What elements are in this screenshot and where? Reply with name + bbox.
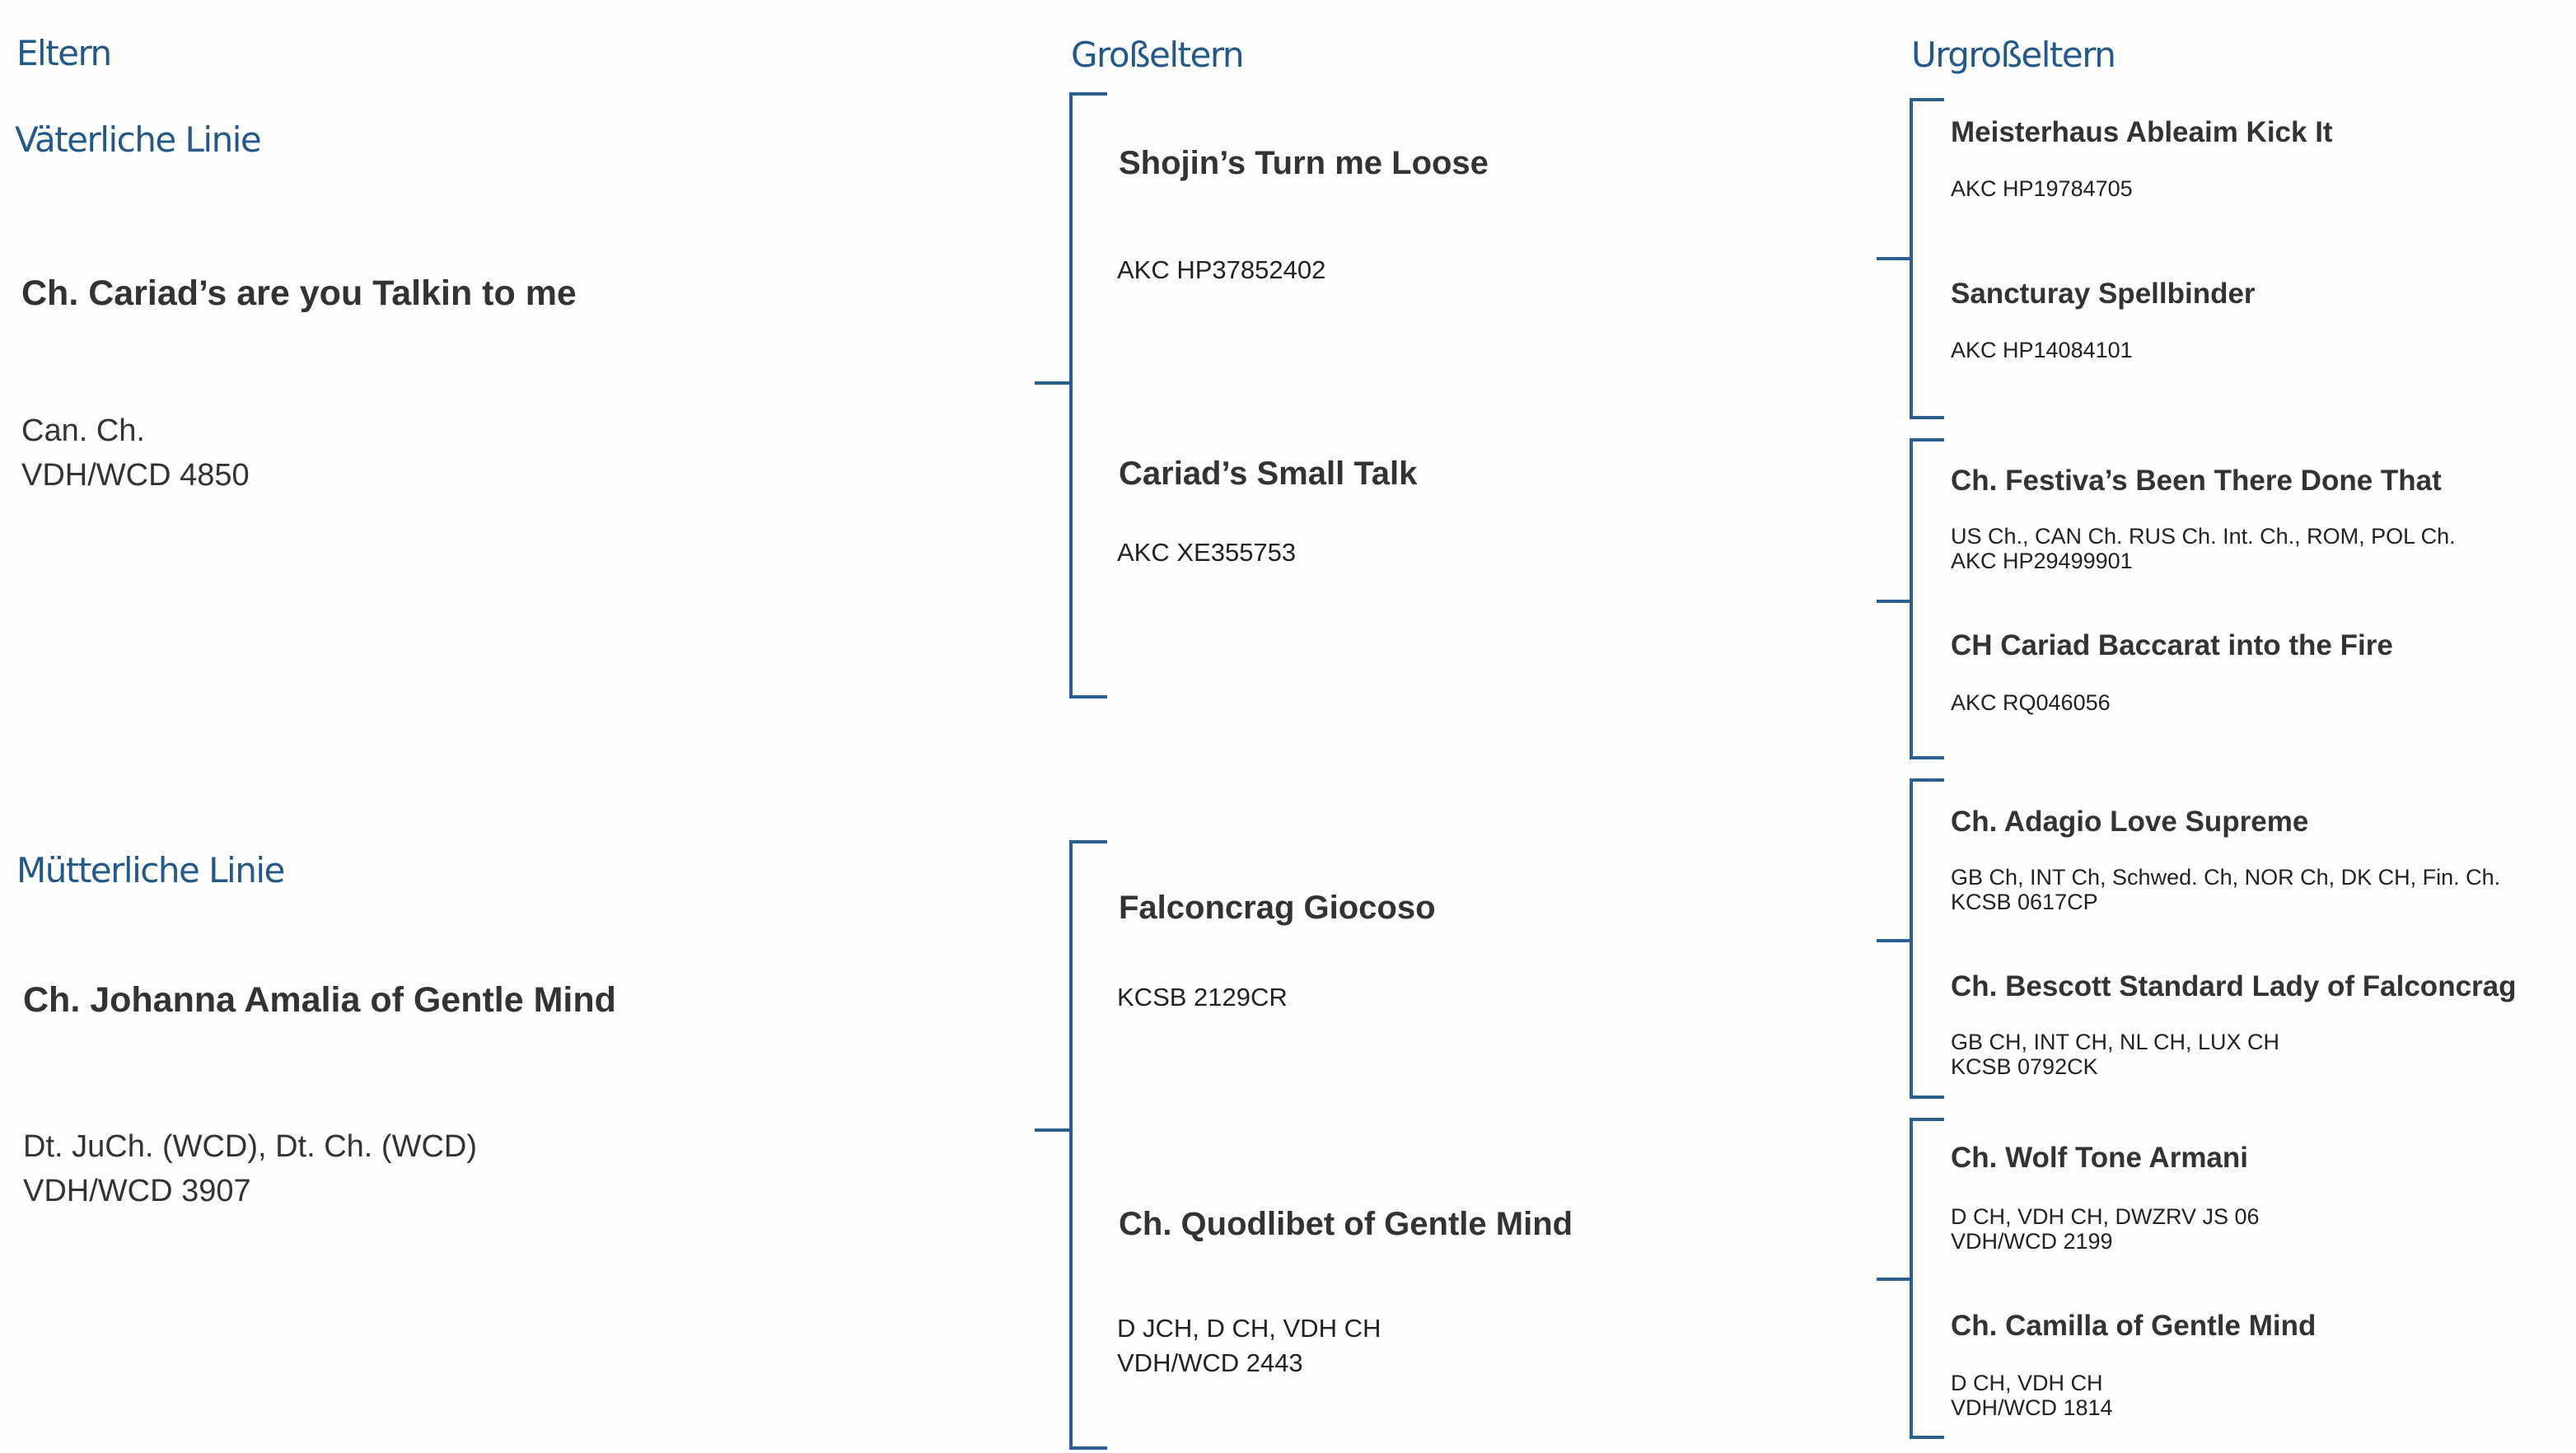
paternal-line-label: Väterliche Linie xyxy=(15,119,262,160)
bracket-connector xyxy=(1035,381,1071,385)
bracket-great-grandparents xyxy=(1910,778,1913,1099)
great-grandparent-details: D CH, VDH CH VDH/WCD 1814 xyxy=(1951,1371,2113,1420)
great-grandparent-name: Ch. Adagio Love Supreme xyxy=(1951,806,2309,838)
dam-title: Dt. JuCh. (WCD), Dt. Ch. (WCD) xyxy=(23,1129,477,1164)
great-grandparent-details: AKC RQ046056 xyxy=(1951,690,2111,715)
grandparent-name: Ch. Quodlibet of Gentle Mind xyxy=(1119,1206,1573,1242)
great-grandparent-title: US Ch., CAN Ch. RUS Ch. Int. Ch., ROM, P… xyxy=(1951,524,2456,549)
bracket-tick xyxy=(1910,98,1944,101)
grandparent-title: D JCH, D CH, VDH CH xyxy=(1117,1314,1382,1343)
grandparent-registration: VDH/WCD 2443 xyxy=(1117,1348,1303,1377)
great-grandparent-name: CH Cariad Baccarat into the Fire xyxy=(1951,629,2393,661)
grandparent-details: KCSB 2129CR xyxy=(1117,983,1288,1011)
bracket-connector xyxy=(1877,257,1911,260)
grandparent-name: Falconcrag Giocoso xyxy=(1119,890,1436,926)
grandparent-details: AKC HP37852402 xyxy=(1117,255,1326,284)
bracket-tick xyxy=(1910,1096,1944,1099)
great-grandparent-details: AKC HP19784705 xyxy=(1951,176,2133,201)
great-grandparent-title: GB Ch, INT Ch, Schwed. Ch, NOR Ch, DK CH… xyxy=(1951,865,2501,890)
bracket-tick xyxy=(1910,416,1944,419)
bracket-connector xyxy=(1035,1128,1071,1132)
bracket-connector xyxy=(1877,1278,1911,1281)
grandparent-details: D JCH, D CH, VDH CH VDH/WCD 2443 xyxy=(1117,1311,1381,1381)
bracket-connector xyxy=(1877,600,1911,603)
bracket-great-grandparents xyxy=(1910,438,1913,759)
header-great-grandparents: Urgroßeltern xyxy=(1911,35,2116,75)
sire-name: Ch. Cariad’s are you Talkin to me xyxy=(21,273,577,313)
great-grandparent-details: GB Ch, INT Ch, Schwed. Ch, NOR Ch, DK CH… xyxy=(1951,865,2500,914)
bracket-tick xyxy=(1910,778,1944,782)
bracket-tick xyxy=(1069,695,1107,698)
great-grandparent-details: US Ch., CAN Ch. RUS Ch. Int. Ch., ROM, P… xyxy=(1951,524,2456,573)
sire-title: Can. Ch. xyxy=(21,413,145,448)
sire-details: Can. Ch. VDH/WCD 4850 xyxy=(21,409,250,498)
bracket-maternal-grandparents xyxy=(1069,840,1073,1450)
great-grandparent-name: Ch. Wolf Tone Armani xyxy=(1951,1142,2249,1174)
header-parents: Eltern xyxy=(16,33,112,73)
great-grandparent-name: Ch. Festiva’s Been There Done That xyxy=(1951,465,2442,497)
header-grandparents: Großeltern xyxy=(1071,35,1245,75)
great-grandparent-registration: AKC HP29499901 xyxy=(1951,549,2133,573)
bracket-tick xyxy=(1069,1446,1107,1450)
great-grandparent-registration: VDH/WCD 1814 xyxy=(1951,1395,2113,1420)
great-grandparent-name: Ch. Bescott Standard Lady of Falconcrag xyxy=(1951,970,2517,1002)
great-grandparent-title: GB CH, INT CH, NL CH, LUX CH xyxy=(1951,1030,2280,1054)
great-grandparent-registration: KCSB 0792CK xyxy=(1951,1054,2098,1079)
sire-registration: VDH/WCD 4850 xyxy=(21,458,250,493)
bracket-tick xyxy=(1069,840,1107,843)
bracket-tick xyxy=(1910,756,1944,759)
great-grandparent-title: D CH, VDH CH xyxy=(1951,1371,2103,1395)
dam-registration: VDH/WCD 3907 xyxy=(23,1174,251,1208)
bracket-tick xyxy=(1069,92,1107,96)
grandparent-name: Cariad’s Small Talk xyxy=(1119,456,1418,492)
great-grandparent-registration: KCSB 0617CP xyxy=(1951,890,2098,914)
great-grandparent-title: D CH, VDH CH, DWZRV JS 06 xyxy=(1951,1204,2260,1229)
great-grandparent-registration: VDH/WCD 2199 xyxy=(1951,1229,2113,1254)
great-grandparent-details: GB CH, INT CH, NL CH, LUX CH KCSB 0792CK xyxy=(1951,1030,2279,1079)
grandparent-name: Shojin’s Turn me Loose xyxy=(1119,145,1489,181)
grandparent-details: AKC XE355753 xyxy=(1117,538,1297,567)
bracket-connector xyxy=(1877,939,1911,942)
bracket-tick xyxy=(1910,1118,1944,1121)
great-grandparent-details: D CH, VDH CH, DWZRV JS 06 VDH/WCD 2199 xyxy=(1951,1204,2260,1254)
great-grandparent-name: Ch. Camilla of Gentle Mind xyxy=(1951,1310,2317,1342)
dam-name: Ch. Johanna Amalia of Gentle Mind xyxy=(23,980,616,1020)
great-grandparent-details: AKC HP14084101 xyxy=(1951,338,2133,362)
bracket-paternal-grandparents xyxy=(1069,92,1073,698)
maternal-line-label: Mütterliche Linie xyxy=(16,850,285,890)
bracket-great-grandparents xyxy=(1910,1118,1913,1439)
bracket-great-grandparents xyxy=(1910,98,1913,419)
great-grandparent-name: Sancturay Spellbinder xyxy=(1951,278,2256,310)
dam-details: Dt. JuCh. (WCD), Dt. Ch. (WCD) VDH/WCD 3… xyxy=(23,1124,477,1213)
bracket-tick xyxy=(1910,438,1944,442)
great-grandparent-name: Meisterhaus Ableaim Kick It xyxy=(1951,116,2333,148)
bracket-tick xyxy=(1910,1436,1944,1439)
